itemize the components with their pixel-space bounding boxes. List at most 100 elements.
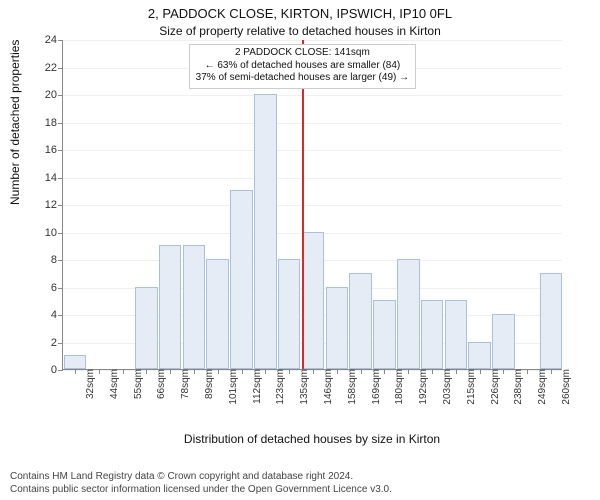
histogram-bar — [230, 190, 253, 369]
reference-info-box: 2 PADDOCK CLOSE: 141sqm ← 63% of detache… — [189, 44, 416, 89]
ytick-mark — [58, 233, 63, 234]
xtick-mark — [75, 369, 76, 374]
xtick-mark — [242, 369, 243, 374]
xtick-label: 44sqm — [103, 369, 120, 399]
xtick-mark — [361, 369, 362, 374]
ytick-mark — [58, 95, 63, 96]
grid-line — [63, 123, 562, 124]
ytick-label: 2 — [51, 337, 57, 349]
histogram-bar — [183, 245, 206, 369]
histogram-bar — [468, 342, 491, 370]
xtick-label: 55sqm — [127, 369, 144, 399]
xtick-mark — [456, 369, 457, 374]
ytick-mark — [58, 68, 63, 69]
xtick-mark — [218, 369, 219, 374]
ytick-mark — [58, 288, 63, 289]
xtick-label: 123sqm — [269, 369, 286, 405]
xtick-label: 260sqm — [555, 369, 572, 405]
xtick-mark — [123, 369, 124, 374]
xtick-mark — [99, 369, 100, 374]
histogram-bar — [540, 273, 563, 369]
xtick-mark — [194, 369, 195, 374]
ytick-label: 12 — [45, 199, 57, 211]
histogram-bar — [445, 300, 468, 369]
xtick-mark — [432, 369, 433, 374]
xtick-mark — [503, 369, 504, 374]
xtick-label: 89sqm — [198, 369, 215, 399]
histogram-bar — [349, 273, 372, 369]
histogram-bar — [206, 259, 229, 369]
ytick-mark — [58, 315, 63, 316]
ytick-mark — [58, 205, 63, 206]
chart-title-main: 2, PADDOCK CLOSE, KIRTON, IPSWICH, IP10 … — [0, 6, 600, 21]
ytick-label: 0 — [51, 364, 57, 376]
histogram-bar — [159, 245, 182, 369]
xtick-mark — [289, 369, 290, 374]
infobox-line-2: ← 63% of detached houses are smaller (84… — [196, 60, 409, 73]
ytick-label: 10 — [45, 227, 57, 239]
xtick-mark — [551, 369, 552, 374]
ytick-label: 16 — [45, 144, 57, 156]
ytick-label: 20 — [45, 89, 57, 101]
reference-line — [302, 40, 304, 369]
grid-line — [63, 150, 562, 151]
xtick-label: 146sqm — [317, 369, 334, 405]
xtick-mark — [384, 369, 385, 374]
xtick-label: 203sqm — [436, 369, 453, 405]
ytick-mark — [58, 150, 63, 151]
ytick-label: 22 — [45, 62, 57, 74]
ytick-mark — [58, 40, 63, 41]
histogram-bar — [373, 300, 396, 369]
grid-line — [63, 95, 562, 96]
histogram-bar — [492, 314, 515, 369]
grid-line — [63, 205, 562, 206]
footer-line-1: Contains HM Land Registry data © Crown c… — [10, 471, 600, 484]
footer-line-2: Contains public sector information licen… — [10, 484, 600, 497]
y-axis-label: Number of detached properties — [8, 40, 22, 205]
histogram-bar — [135, 287, 158, 370]
histogram-bar — [397, 259, 420, 369]
ytick-mark — [58, 260, 63, 261]
xtick-label: 180sqm — [388, 369, 405, 405]
infobox-line-1: 2 PADDOCK CLOSE: 141sqm — [196, 47, 409, 60]
xtick-mark — [265, 369, 266, 374]
x-axis-label: Distribution of detached houses by size … — [62, 432, 562, 446]
xtick-label: 66sqm — [150, 369, 167, 399]
histogram-bar — [302, 232, 325, 370]
xtick-label: 101sqm — [222, 369, 239, 405]
ytick-label: 4 — [51, 309, 57, 321]
xtick-label: 226sqm — [484, 369, 501, 405]
xtick-label: 135sqm — [293, 369, 310, 405]
xtick-label: 112sqm — [246, 369, 263, 404]
xtick-label: 158sqm — [341, 369, 358, 405]
footer: Contains HM Land Registry data © Crown c… — [0, 471, 600, 496]
xtick-mark — [527, 369, 528, 374]
histogram-bar — [421, 300, 444, 369]
histogram-bar — [254, 94, 277, 369]
xtick-label: 249sqm — [531, 369, 548, 405]
xtick-label: 32sqm — [79, 369, 96, 399]
xtick-mark — [480, 369, 481, 374]
ytick-label: 14 — [45, 172, 57, 184]
xtick-mark — [337, 369, 338, 374]
ytick-mark — [58, 370, 63, 371]
histogram-bar — [64, 355, 87, 369]
xtick-label: 169sqm — [365, 369, 382, 405]
xtick-label: 78sqm — [174, 369, 191, 399]
xtick-label: 238sqm — [507, 369, 524, 405]
grid-line — [63, 40, 562, 41]
ytick-mark — [58, 343, 63, 344]
xtick-mark — [170, 369, 171, 374]
ytick-label: 6 — [51, 282, 57, 294]
xtick-mark — [313, 369, 314, 374]
histogram-bar — [278, 259, 301, 369]
ytick-mark — [58, 123, 63, 124]
xtick-mark — [408, 369, 409, 374]
ytick-label: 18 — [45, 117, 57, 129]
xtick-label: 192sqm — [412, 369, 429, 405]
infobox-line-3: 37% of semi-detached houses are larger (… — [196, 72, 409, 85]
ytick-label: 8 — [51, 254, 57, 266]
ytick-label: 24 — [45, 34, 57, 46]
xtick-mark — [146, 369, 147, 374]
chart-container: 2, PADDOCK CLOSE, KIRTON, IPSWICH, IP10 … — [0, 0, 600, 500]
